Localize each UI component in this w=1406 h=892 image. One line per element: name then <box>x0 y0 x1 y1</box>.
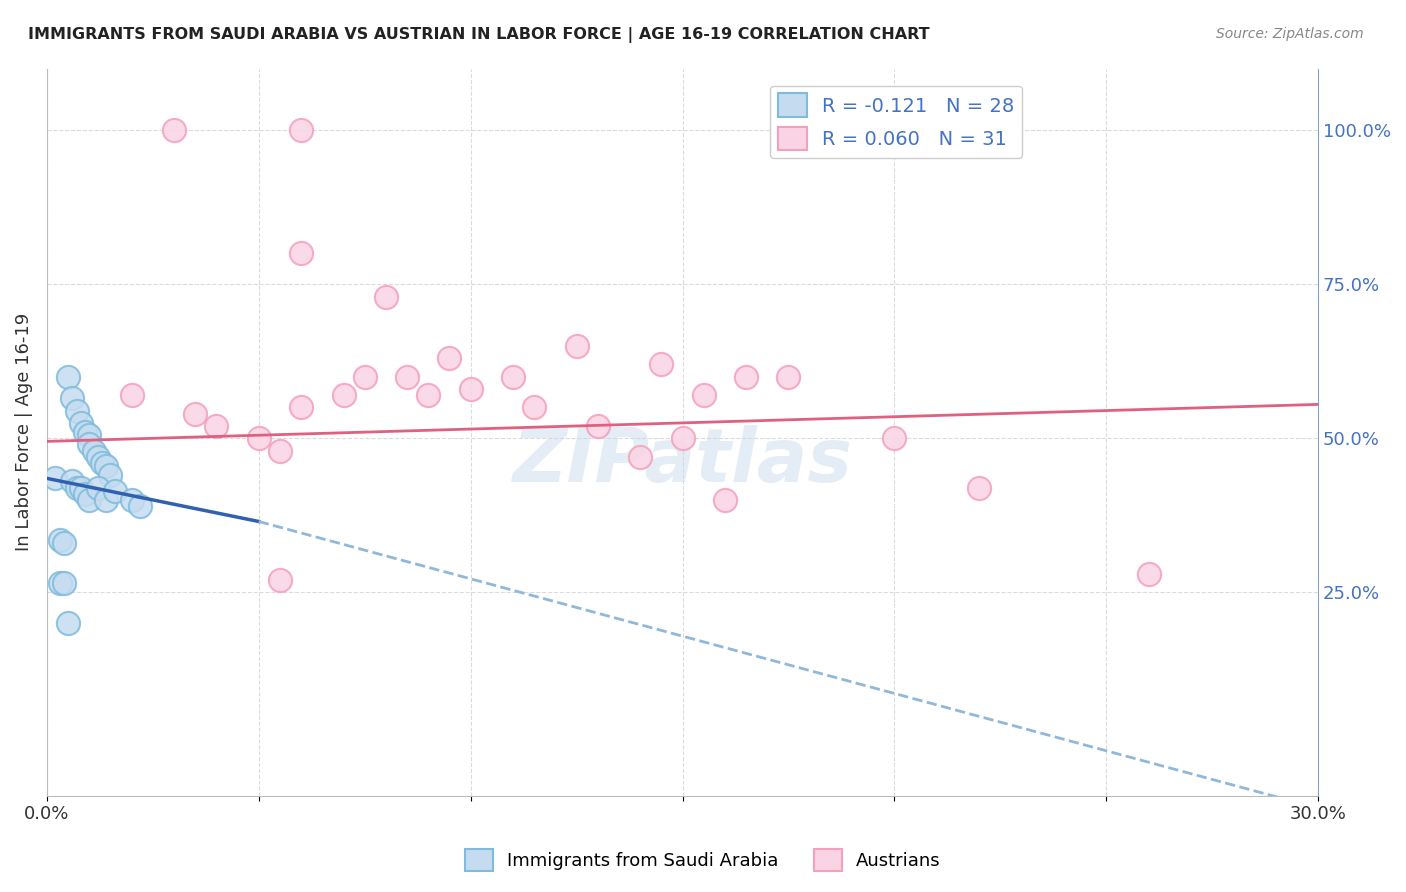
Point <box>396 369 419 384</box>
Legend: Immigrants from Saudi Arabia, Austrians: Immigrants from Saudi Arabia, Austrians <box>458 842 948 879</box>
Point <box>129 499 152 513</box>
Point <box>269 443 291 458</box>
Point <box>460 382 482 396</box>
Point <box>967 481 990 495</box>
Point <box>121 492 143 507</box>
Point <box>650 357 672 371</box>
Text: IMMIGRANTS FROM SAUDI ARABIA VS AUSTRIAN IN LABOR FORCE | AGE 16-19 CORRELATION : IMMIGRANTS FROM SAUDI ARABIA VS AUSTRIAN… <box>28 27 929 43</box>
Point <box>247 431 270 445</box>
Point <box>163 123 186 137</box>
Point <box>87 450 110 464</box>
Point <box>714 492 737 507</box>
Point <box>502 369 524 384</box>
Y-axis label: In Labor Force | Age 16-19: In Labor Force | Age 16-19 <box>15 313 32 551</box>
Point <box>290 246 312 260</box>
Point <box>77 437 100 451</box>
Point <box>439 351 461 366</box>
Point <box>48 533 70 547</box>
Point <box>69 416 91 430</box>
Point <box>44 471 66 485</box>
Point <box>692 388 714 402</box>
Point <box>1137 566 1160 581</box>
Point <box>52 536 75 550</box>
Point <box>73 487 96 501</box>
Legend: R = -0.121   N = 28, R = 0.060   N = 31: R = -0.121 N = 28, R = 0.060 N = 31 <box>770 86 1022 158</box>
Point <box>418 388 440 402</box>
Point <box>628 450 651 464</box>
Point <box>69 481 91 495</box>
Point <box>77 428 100 442</box>
Point <box>96 492 118 507</box>
Point <box>121 388 143 402</box>
Point <box>565 339 588 353</box>
Point <box>353 369 375 384</box>
Point <box>269 573 291 587</box>
Point <box>56 616 79 631</box>
Point <box>184 407 207 421</box>
Point <box>60 391 83 405</box>
Point <box>56 369 79 384</box>
Point <box>52 576 75 591</box>
Text: Source: ZipAtlas.com: Source: ZipAtlas.com <box>1216 27 1364 41</box>
Point <box>48 576 70 591</box>
Point <box>87 481 110 495</box>
Point <box>586 419 609 434</box>
Point <box>290 401 312 415</box>
Point <box>671 431 693 445</box>
Point <box>60 475 83 489</box>
Point <box>77 492 100 507</box>
Point <box>523 401 546 415</box>
Point <box>104 483 127 498</box>
Point <box>83 443 105 458</box>
Point <box>374 289 396 303</box>
Point <box>205 419 228 434</box>
Point <box>883 431 905 445</box>
Point <box>96 458 118 473</box>
Point <box>332 388 354 402</box>
Point <box>778 369 800 384</box>
Point <box>290 123 312 137</box>
Point <box>65 481 87 495</box>
Point <box>73 425 96 439</box>
Text: ZIPatlas: ZIPatlas <box>513 425 852 498</box>
Point <box>65 403 87 417</box>
Point <box>735 369 758 384</box>
Point <box>91 456 114 470</box>
Point <box>100 468 122 483</box>
